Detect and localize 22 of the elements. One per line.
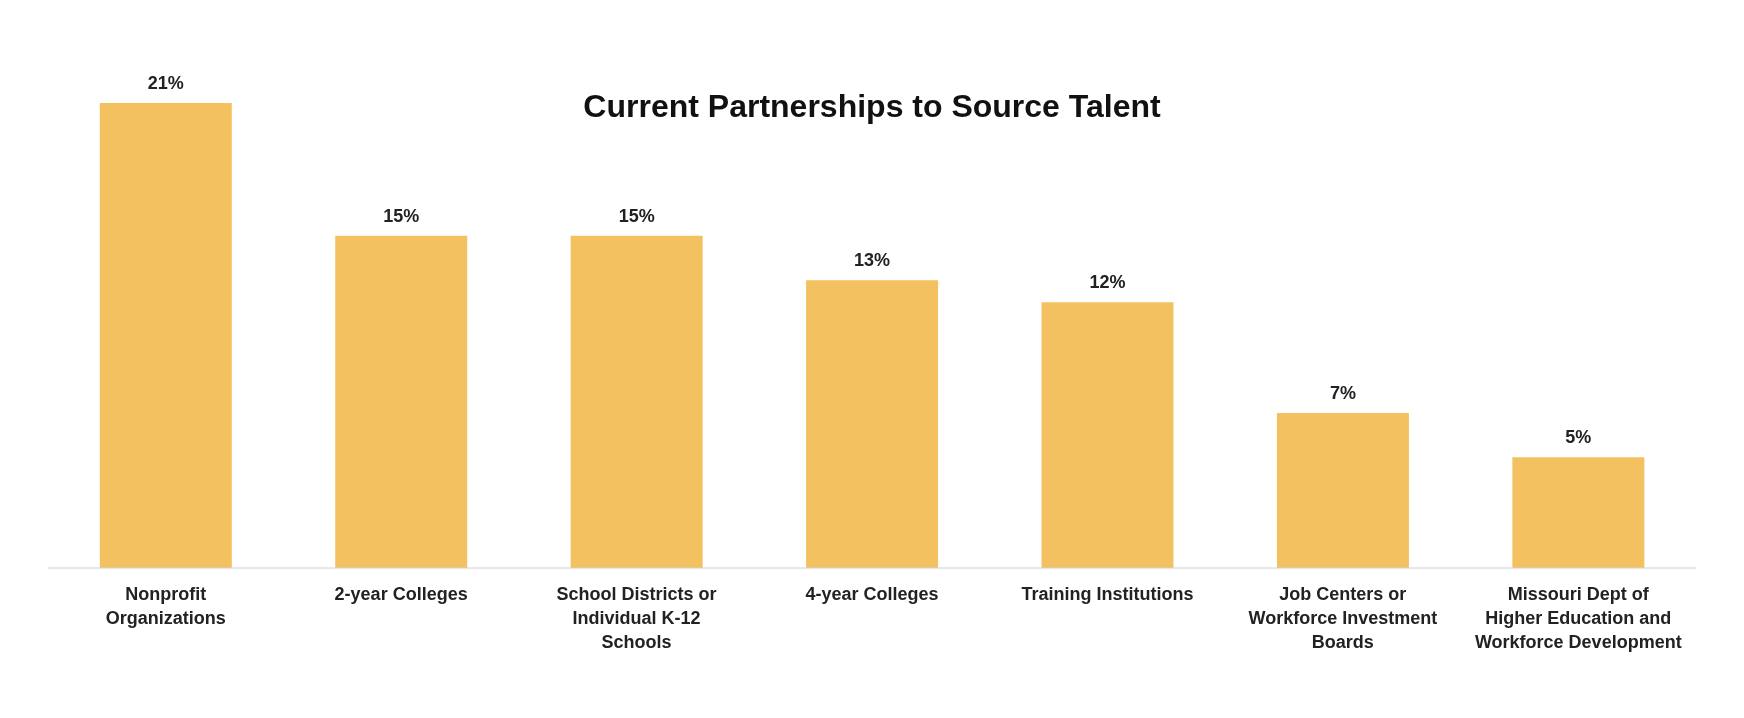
chart-title: Current Partnerships to Source Talent [583, 88, 1161, 124]
bar [570, 235, 703, 568]
x-tick-label: Nonprofit Organizations [105, 584, 226, 628]
data-label: 15% [383, 205, 420, 226]
bar [1512, 457, 1645, 568]
data-label: 5% [1565, 427, 1592, 448]
x-tick-label: Missouri Dept of Higher Education and Workforce Development [1474, 584, 1682, 652]
x-tick-label: Training Institutions [1021, 584, 1194, 604]
x-tick-label: 4-year Colleges [805, 584, 939, 604]
data-label: 21% [147, 73, 184, 93]
bar [1041, 302, 1174, 568]
x-tick-label: School Districts or Individual K-12 Schools [556, 584, 717, 652]
bar [1276, 413, 1409, 568]
x-tick-label: Job Centers or Workforce Investment Boards [1248, 584, 1438, 652]
data-label: 7% [1329, 383, 1356, 403]
bar [335, 235, 468, 568]
bar [806, 280, 939, 568]
data-label: 15% [618, 205, 655, 226]
x-tick-label: 2-year Colleges [334, 584, 468, 604]
data-label: 12% [1089, 272, 1126, 293]
data-label: 13% [854, 250, 891, 271]
bar [99, 103, 232, 568]
